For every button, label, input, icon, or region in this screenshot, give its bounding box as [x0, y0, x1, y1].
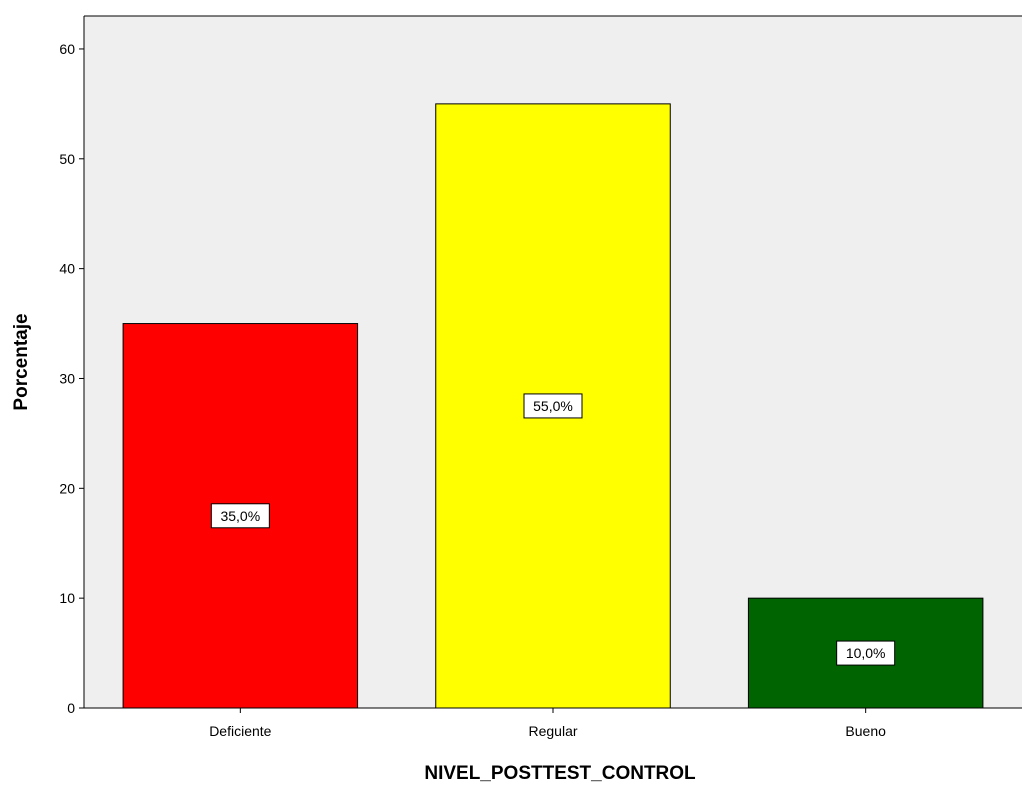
x-axis-title: NIVEL_POSTTEST_CONTROL: [424, 763, 696, 784]
y-tick-label: 30: [59, 370, 75, 386]
data-label: 10,0%: [846, 645, 886, 661]
y-tick-label: 60: [59, 41, 75, 57]
x-tick-label: Regular: [528, 723, 577, 739]
data-label: 55,0%: [533, 398, 573, 414]
data-labels: 35,0% 55,0% 10,0%: [210, 393, 896, 666]
x-axis: Deficiente Regular Bueno: [84, 707, 1022, 739]
y-tick-label: 40: [59, 261, 75, 277]
data-label: 35,0%: [220, 508, 260, 524]
x-tick-label: Deficiente: [209, 723, 271, 739]
y-tick-label: 50: [59, 151, 75, 167]
y-tick-label: 0: [67, 700, 75, 716]
y-tick-label: 10: [59, 590, 75, 606]
data-label-box: [523, 393, 583, 419]
y-axis: 0 10 20 30 40 50 60: [59, 15, 1022, 716]
y-tick-label: 20: [59, 480, 75, 496]
data-label-box: [210, 503, 270, 529]
x-tick-label: Bueno: [845, 723, 886, 739]
y-axis-title: Porcentaje: [11, 313, 32, 410]
data-label-box: [836, 640, 896, 666]
